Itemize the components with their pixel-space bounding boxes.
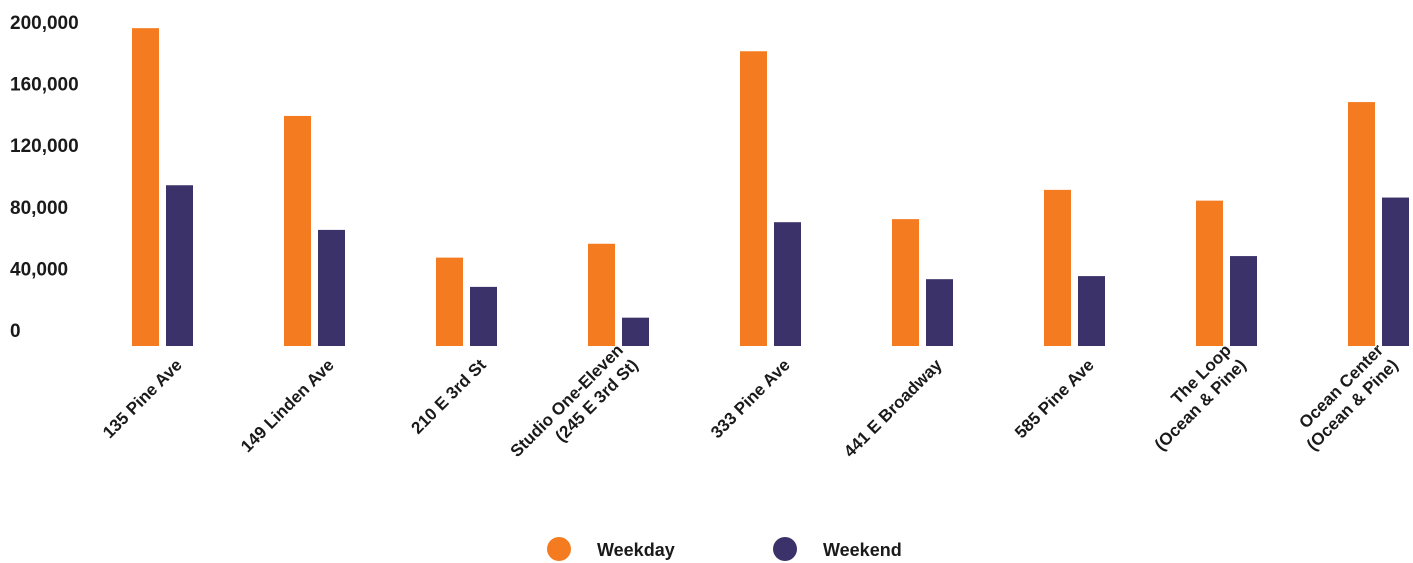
bar-weekend [166,185,193,346]
x-tick-label: Studio One-Eleven(245 E 3rd St) [507,341,642,476]
bar-weekend [1230,256,1257,346]
bar-weekday [1348,102,1375,346]
x-tick-label-line: 333 Pine Ave [707,355,794,442]
x-tick-label: 210 E 3rd St [408,355,490,437]
bar-weekday [284,115,311,346]
bar-weekday [740,51,767,346]
x-tick-label-line: 441 E Broadway [840,355,946,461]
y-tick-label: 120,000 [10,136,79,157]
x-tick-label-line: 149 Linden Ave [237,355,338,456]
bar-weekday [132,28,159,346]
x-tick-label: 585 Pine Ave [1011,355,1098,442]
legend-label-weekday: Weekday [597,540,675,560]
y-tick-label: 0 [10,321,21,342]
bar-weekday [1196,200,1223,346]
y-tick-label: 160,000 [10,75,79,96]
x-tick-label: 149 Linden Ave [237,355,338,456]
x-axis: 135 Pine Ave 149 Linden Ave 210 E 3rd St St… [99,340,1402,476]
y-tick-label: 40,000 [10,259,68,280]
bar-weekday [1044,189,1071,346]
x-tick-label: 135 Pine Ave [99,355,186,442]
bar-weekend [470,286,497,346]
legend-swatch-weekday [547,537,571,561]
x-tick-label: 333 Pine Ave [707,355,794,442]
bar-weekend [774,222,801,346]
legend-swatch-weekend [773,537,797,561]
bar-weekend [1382,197,1409,346]
legend: Weekday Weekend [547,537,902,561]
bar-weekend [1078,276,1105,346]
x-tick-label-line: 210 E 3rd St [408,355,490,437]
bar-weekend [926,279,953,346]
bar-weekend [622,317,649,346]
x-tick-label-line: 135 Pine Ave [99,355,186,442]
bar-weekend [318,229,345,346]
y-tick-label: 80,000 [10,198,68,219]
x-tick-label: The Loop(Ocean & Pine) [1136,341,1250,455]
bar-weekday [436,257,463,346]
x-tick-label-line: 585 Pine Ave [1011,355,1098,442]
bars [132,28,1409,346]
y-axis: 200,000 160,000 120,000 80,000 40,000 0 [10,13,79,342]
x-tick-label: 441 E Broadway [840,355,946,461]
y-tick-label: 200,000 [10,13,79,34]
bar-weekday [892,219,919,346]
legend-label-weekend: Weekend [823,540,902,560]
bar-weekday [588,243,615,346]
x-tick-label: Ocean Center(Ocean & Pine) [1288,340,1402,454]
